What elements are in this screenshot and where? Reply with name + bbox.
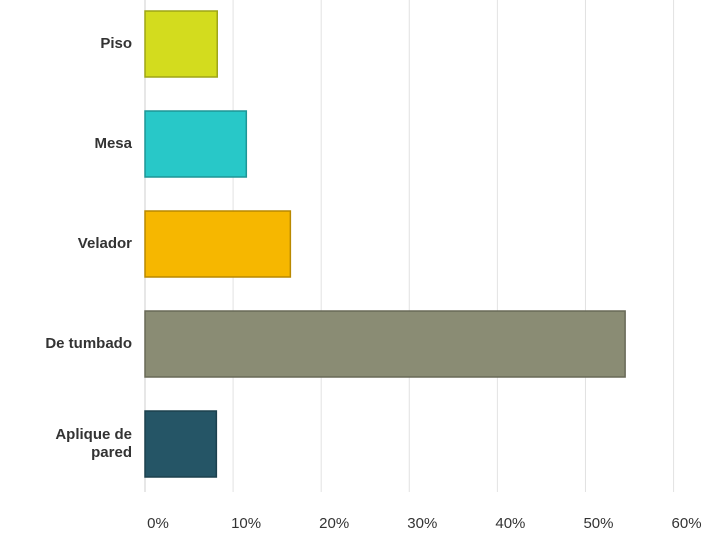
y-tick-label: Piso	[100, 35, 132, 52]
y-tick-label: De tumbado	[45, 335, 132, 352]
y-tick-label: Aplique de pared	[55, 426, 132, 461]
x-tick-label: 10%	[231, 515, 261, 532]
x-tick-label: 50%	[583, 515, 613, 532]
x-tick-label: 0%	[147, 515, 169, 532]
bar	[144, 210, 292, 278]
x-tick-label: 20%	[319, 515, 349, 532]
y-tick-label: Velador	[77, 235, 132, 252]
bar	[144, 410, 218, 478]
bar	[144, 110, 248, 178]
y-tick-label: Mesa	[94, 135, 132, 152]
bar	[144, 10, 218, 78]
x-tick-label: 40%	[495, 515, 525, 532]
bar	[144, 310, 626, 378]
x-tick-label: 30%	[407, 515, 437, 532]
x-tick-label: 60%	[672, 515, 702, 532]
